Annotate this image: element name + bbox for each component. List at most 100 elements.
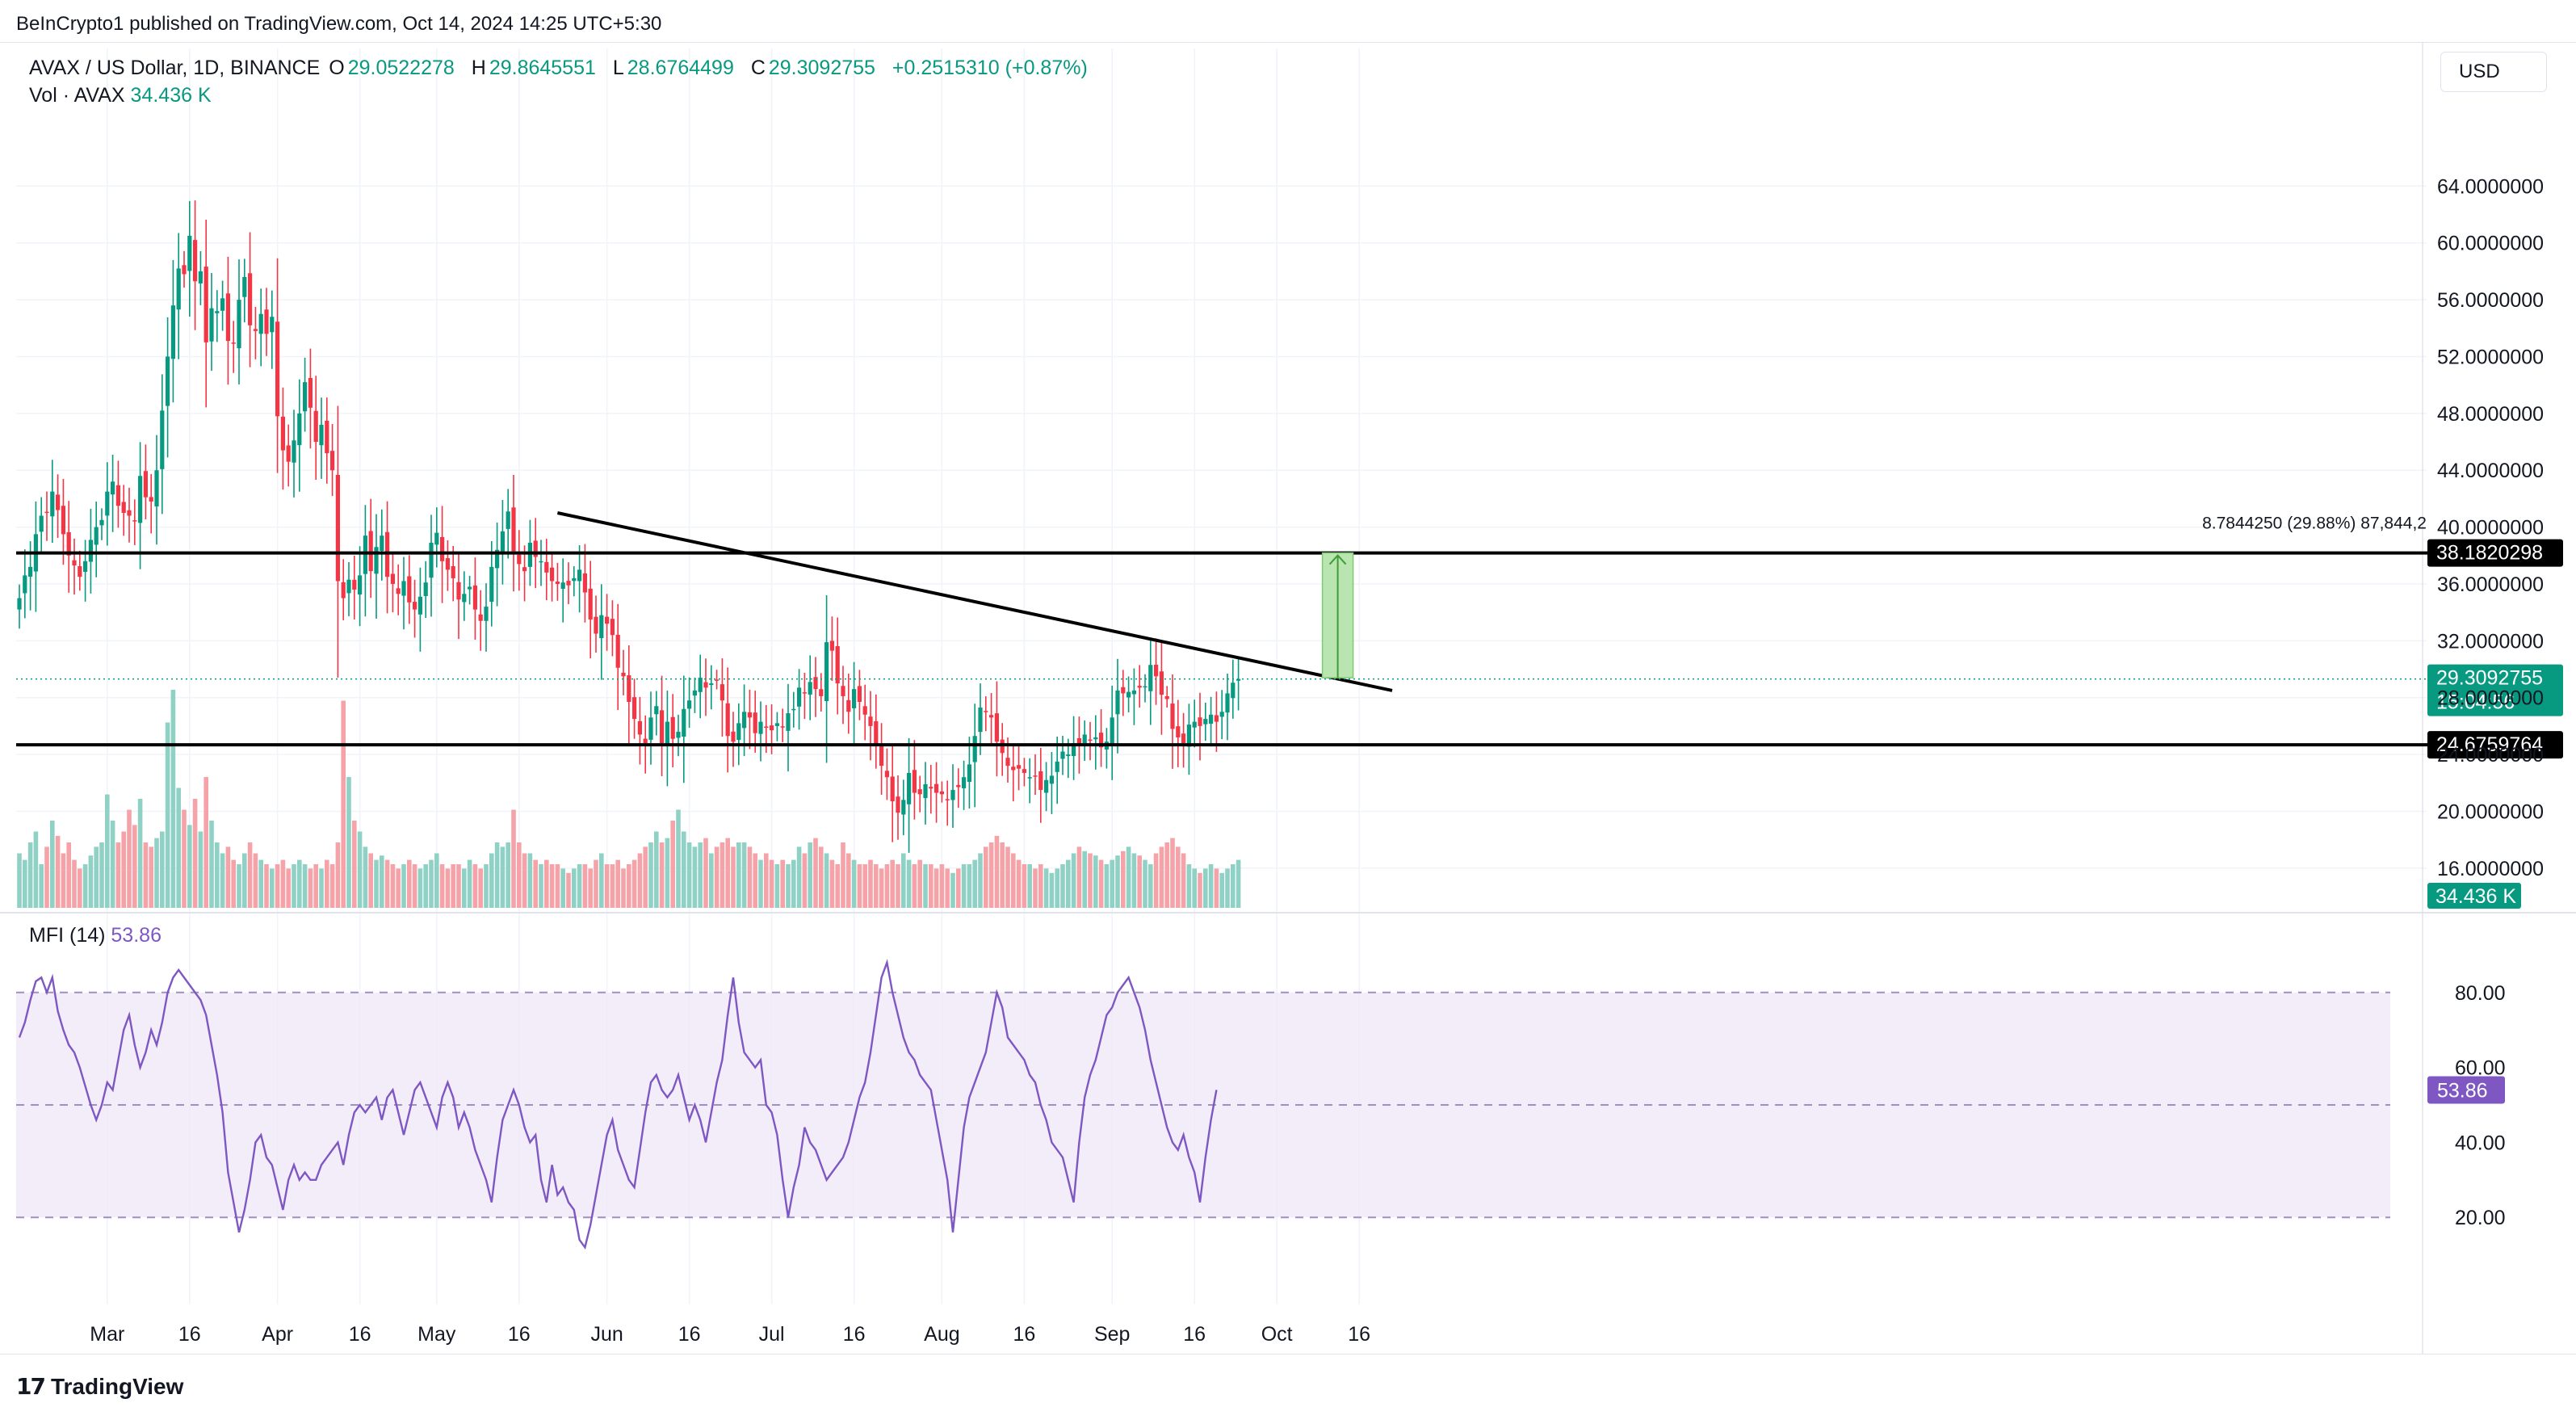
volume-bar bbox=[225, 846, 231, 908]
candle-body bbox=[753, 712, 757, 733]
low-value: 28.6764499 bbox=[627, 57, 734, 79]
volume-bar bbox=[143, 842, 149, 908]
candle-body bbox=[1236, 678, 1241, 681]
tradingview-logo-icon: 𝟭𝟳 bbox=[16, 1374, 46, 1399]
candle-body bbox=[577, 569, 582, 582]
volume-bar bbox=[341, 700, 346, 908]
volume-bar bbox=[610, 864, 615, 908]
mfi-value-tag: 53.86 bbox=[2427, 1076, 2505, 1104]
candle-body bbox=[1214, 715, 1219, 722]
candle-body bbox=[313, 410, 318, 443]
axes: 64.0000000 60.0000000 56.0000000 52.0000000… bbox=[90, 175, 2544, 1346]
candle-body bbox=[160, 410, 165, 469]
candle-body bbox=[774, 723, 779, 726]
volume-bar bbox=[851, 859, 857, 908]
volume-bar bbox=[258, 859, 263, 908]
candle-body bbox=[346, 579, 351, 594]
candle-body bbox=[1176, 726, 1181, 737]
volume-bar bbox=[747, 846, 753, 908]
annotations: 8.7844250 (29.88%) 87,844,2 38.1820298 24.… bbox=[16, 511, 2563, 1104]
candle-body bbox=[472, 585, 477, 610]
candle-body bbox=[835, 645, 840, 684]
candle-body bbox=[1066, 754, 1071, 757]
volume-bar bbox=[1186, 864, 1192, 908]
candle-body bbox=[527, 542, 532, 567]
volume-bar bbox=[1098, 859, 1104, 908]
volume-bar bbox=[835, 864, 840, 908]
volume-bar bbox=[352, 821, 357, 908]
candle-body bbox=[368, 531, 373, 572]
volume-bar bbox=[796, 846, 802, 908]
time-tick-label: 16 bbox=[349, 1323, 371, 1346]
candle-body bbox=[286, 445, 291, 462]
volume-bar bbox=[72, 859, 77, 908]
candle-body bbox=[1126, 691, 1131, 698]
candle-body bbox=[879, 743, 884, 766]
candle-body bbox=[566, 581, 571, 586]
volume-bar bbox=[489, 853, 494, 908]
volume-bar bbox=[698, 842, 703, 908]
symbol-label[interactable]: AVAX / US Dollar, 1D, BINANCE bbox=[29, 57, 321, 79]
candle-body bbox=[242, 276, 247, 297]
currency-button[interactable]: USD bbox=[2440, 52, 2547, 92]
volume-bar bbox=[1148, 864, 1153, 908]
price-tick-label: 16.0000000 bbox=[2437, 858, 2544, 880]
candle-body bbox=[220, 298, 225, 311]
candle-body bbox=[862, 706, 867, 715]
candle-body bbox=[1110, 717, 1114, 746]
volume-bar bbox=[686, 842, 692, 908]
volume-bar bbox=[862, 864, 867, 908]
volume-bar bbox=[725, 838, 730, 908]
volume-bar bbox=[380, 855, 384, 908]
volume-bar bbox=[1104, 864, 1110, 908]
volume-bar bbox=[132, 825, 137, 908]
candle-body bbox=[884, 771, 889, 778]
volume-bar bbox=[429, 859, 434, 908]
candle-body bbox=[912, 770, 917, 793]
mfi-label[interactable]: MFI (14) bbox=[29, 924, 106, 947]
volume-bar bbox=[890, 859, 895, 908]
mfi-line bbox=[18, 959, 1218, 1250]
volume-bar bbox=[1038, 864, 1043, 908]
candle-body bbox=[874, 720, 879, 745]
volume-label[interactable]: Vol · AVAX bbox=[29, 84, 125, 107]
time-tick-label: 16 bbox=[1013, 1323, 1035, 1346]
volume-bar bbox=[297, 859, 302, 908]
candle-body bbox=[605, 616, 610, 624]
candle-body bbox=[1076, 737, 1081, 745]
candle-body bbox=[88, 540, 93, 562]
mfi-tick-label: 20.00 bbox=[2455, 1207, 2506, 1229]
volume-bar bbox=[978, 853, 983, 908]
change-value: +0.2515310 (+0.87%) bbox=[892, 57, 1088, 79]
candle-body bbox=[127, 510, 132, 516]
candle-body bbox=[786, 713, 791, 731]
volume-bar bbox=[1093, 855, 1098, 908]
volume-bar bbox=[335, 842, 341, 908]
volume-bar bbox=[115, 842, 121, 908]
measure-arrowhead bbox=[1328, 554, 1347, 565]
candle-body bbox=[105, 491, 110, 516]
candle-body bbox=[170, 305, 175, 359]
volume-bar bbox=[1236, 859, 1241, 908]
volume-bar bbox=[631, 859, 637, 908]
volume-bar bbox=[1060, 864, 1065, 908]
volume-bar bbox=[670, 821, 675, 908]
time-tick-label: 16 bbox=[178, 1323, 201, 1346]
time-tick-label: 16 bbox=[678, 1323, 701, 1346]
volume-bar bbox=[1082, 850, 1087, 908]
time-tick-label: May bbox=[417, 1323, 456, 1346]
volume-bar bbox=[1011, 853, 1016, 908]
volume-legend: Vol · AVAX 34.436 K bbox=[29, 84, 212, 107]
candle-body bbox=[736, 723, 741, 741]
volume-bar bbox=[1143, 859, 1147, 908]
candle-body bbox=[182, 265, 187, 275]
volume-bar bbox=[94, 846, 99, 908]
candle-body bbox=[319, 424, 324, 446]
volume-bar bbox=[462, 868, 467, 908]
volume-price-tag-text: 34.436 K bbox=[2435, 885, 2516, 908]
volume-bar bbox=[1164, 842, 1169, 908]
price-tick-label: 24.0000000 bbox=[2437, 744, 2544, 766]
candle-body bbox=[901, 800, 906, 815]
candle-body bbox=[698, 678, 703, 692]
